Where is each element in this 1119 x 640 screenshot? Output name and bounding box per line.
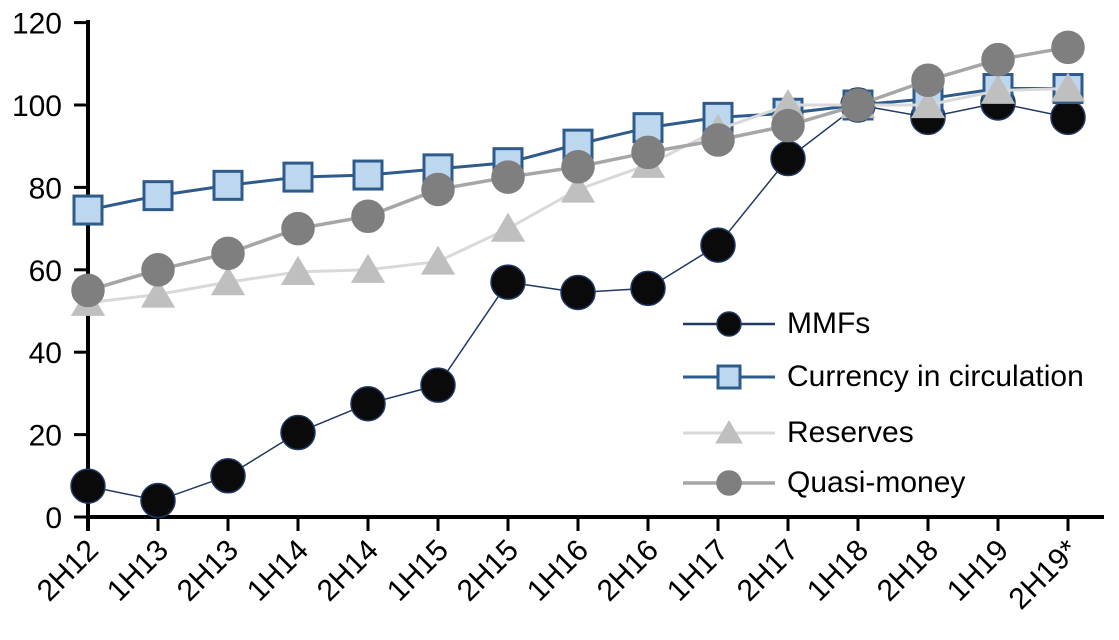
x-axis-tick-label: 2H12: [31, 534, 105, 608]
data-point-marker-circle: [631, 135, 665, 170]
x-axis-tick-label: 2H16: [591, 534, 665, 608]
data-point-marker-square: [282, 161, 314, 193]
data-point-marker-triangle: [490, 212, 526, 242]
data-point-marker-circle: [491, 160, 525, 194]
data-point-marker-circle: [280, 414, 316, 451]
data-point-marker-triangle: [210, 266, 246, 296]
data-point-marker-circle: [1050, 99, 1086, 136]
y-axis-tick-label: 0: [45, 502, 62, 535]
data-point-marker-triangle: [350, 253, 386, 283]
data-point-marker-circle: [211, 236, 245, 271]
data-point-marker-triangle: [280, 255, 316, 285]
data-point-marker-circle: [911, 63, 945, 98]
data-point-marker-triangle: [140, 278, 176, 308]
x-axis-tick-label: 1H16: [521, 534, 595, 608]
data-point-marker-triangle: [910, 89, 946, 119]
data-point-marker-triangle: [770, 89, 806, 119]
y-axis-tick-label: 100: [12, 90, 62, 123]
data-point-marker-circle: [281, 211, 315, 246]
data-point-marker-circle: [420, 367, 456, 403]
y-axis-tick-label: 40: [29, 337, 62, 370]
x-axis-tick-label: 2H17: [731, 534, 805, 608]
data-point-marker-circle: [700, 227, 736, 263]
x-axis-tick-label: 2H14: [311, 534, 385, 608]
data-point-marker-circle: [841, 88, 875, 122]
x-axis-tick-label: 2H18: [871, 534, 945, 608]
x-axis-tick-label: 1H18: [801, 534, 875, 608]
x-axis-tick-label: 2H15: [451, 534, 525, 608]
data-point-marker-triangle: [980, 74, 1016, 104]
y-axis-tick-label: 20: [29, 420, 62, 453]
data-point-marker-triangle: [420, 245, 456, 275]
data-point-marker-circle: [350, 385, 386, 422]
x-axis-tick-label: 2H13: [171, 534, 245, 608]
data-point-marker-square: [72, 194, 104, 226]
x-axis-tick-label: 1H14: [241, 534, 315, 608]
x-axis-tick-label: 1H13: [101, 534, 175, 608]
data-point-marker-circle: [140, 482, 176, 519]
data-point-marker-circle: [490, 264, 526, 300]
data-point-marker-circle: [71, 273, 105, 308]
x-axis-tick-label: 1H19: [941, 534, 1015, 608]
data-point-marker-triangle: [560, 173, 596, 203]
data-point-marker-circle: [210, 458, 246, 494]
data-point-marker-circle: [771, 108, 805, 143]
data-point-marker-circle: [421, 172, 455, 207]
data-point-marker-triangle: [1050, 72, 1086, 102]
data-point-marker-square: [142, 180, 174, 212]
data-point-marker-circle: [561, 150, 595, 184]
data-point-marker-square: [352, 159, 384, 191]
y-axis-tick-label: 60: [29, 255, 62, 288]
data-point-marker-circle: [70, 468, 106, 504]
y-axis-tick-label: 120: [12, 8, 62, 41]
x-axis-tick-label: 1H15: [381, 534, 455, 608]
data-point-marker-circle: [770, 140, 806, 177]
data-point-marker-square: [212, 169, 244, 201]
data-point-marker-circle: [560, 274, 596, 311]
data-point-marker-circle: [630, 270, 666, 307]
x-axis-tick-label: 2H19*: [1003, 533, 1086, 616]
data-point-marker-circle: [141, 253, 175, 287]
y-axis-tick-label: 80: [29, 172, 62, 205]
data-point-marker-circle: [351, 199, 385, 233]
data-point-marker-circle: [981, 42, 1015, 77]
x-axis-tick-label: 1H17: [661, 534, 735, 608]
data-point-marker-circle: [1051, 30, 1085, 65]
data-point-marker-circle: [701, 123, 735, 157]
